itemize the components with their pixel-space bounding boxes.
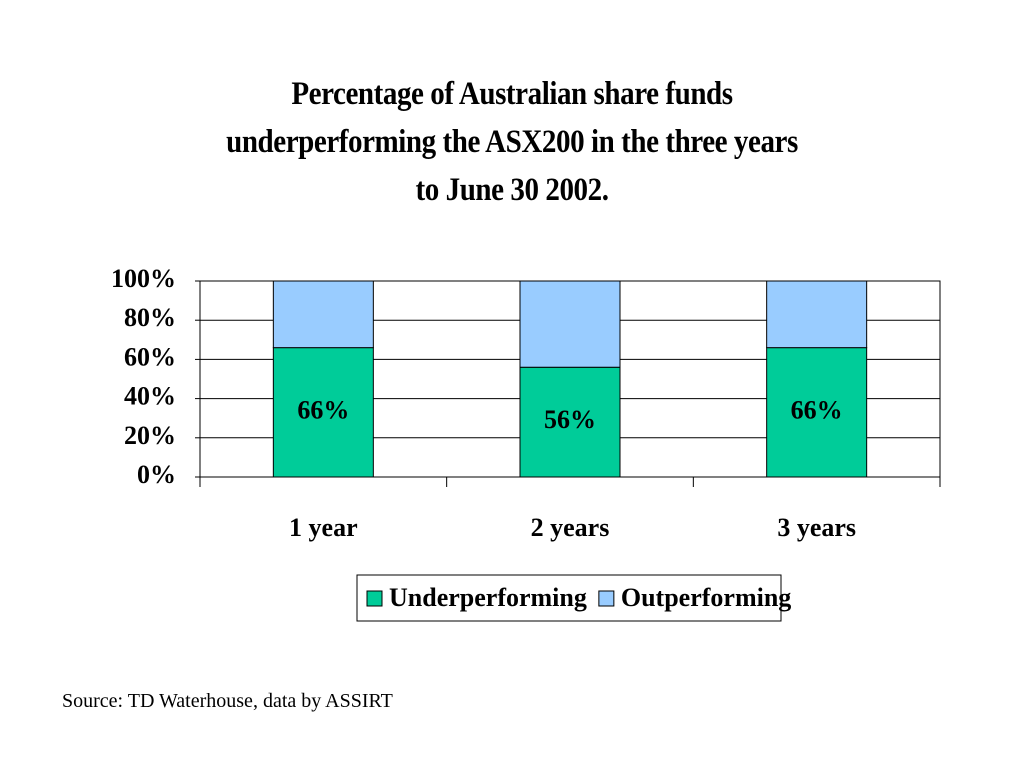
bar-segment [766,347,868,478]
legend-swatch [598,590,615,607]
bar-segment [519,366,621,478]
y-tick-label: 0% [137,460,176,489]
y-tick-label: 100% [111,264,176,293]
bar-segment [766,280,868,349]
data-label: 56% [544,405,596,434]
x-tick-label: 2 years [531,513,610,542]
x-tick-label: 3 years [777,513,856,542]
chart-title: Percentage of Australian share funds und… [226,76,798,208]
legend-swatch [366,590,383,607]
source-note: Source: TD Waterhouse, data by ASSIRT [62,690,393,712]
y-tick-label: 20% [124,421,176,450]
y-tick-label: 40% [124,382,176,411]
legend-label: Outperforming [621,583,791,612]
legend-label: Underperforming [389,583,587,612]
x-tick-label: 1 year [289,513,358,542]
bar-segment [519,280,621,368]
data-label: 66% [297,395,349,424]
bar-segment [272,280,374,349]
legend-box [356,574,782,622]
data-label: 66% [791,395,843,424]
y-tick-label: 80% [124,303,176,332]
bar-segment [272,347,374,478]
y-tick-label: 60% [124,342,176,371]
